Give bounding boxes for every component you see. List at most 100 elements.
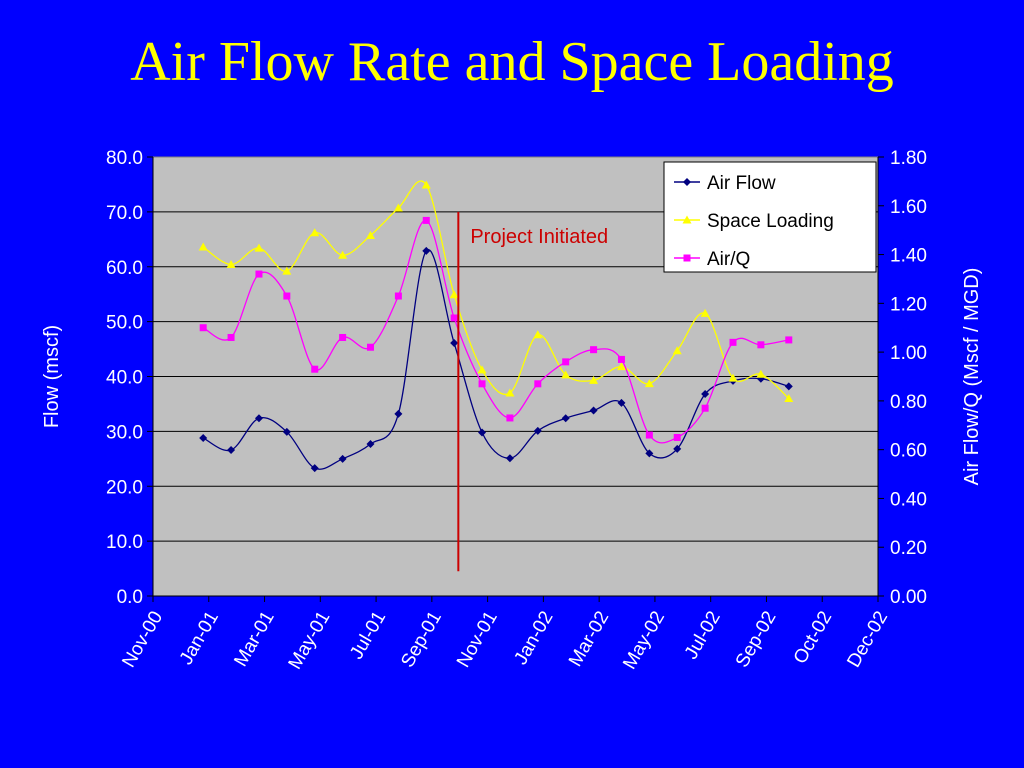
- data-point: [338, 250, 348, 259]
- y-tick-label-left: 50.0: [106, 313, 143, 334]
- y-tick-label-right: 0.20: [890, 538, 927, 559]
- data-point: [199, 433, 208, 442]
- data-point: [421, 180, 431, 189]
- data-point: [700, 308, 710, 317]
- data-point: [254, 414, 263, 423]
- series-2: [199, 216, 793, 444]
- y-tick-label-left: 40.0: [106, 368, 143, 389]
- data-point: [310, 228, 320, 237]
- data-point: [282, 427, 291, 436]
- data-point: [645, 431, 653, 439]
- data-point: [784, 393, 794, 402]
- data-point: [785, 336, 793, 344]
- data-point: [282, 266, 292, 275]
- data-point: [672, 346, 682, 355]
- x-tick-label: May-02: [619, 608, 669, 673]
- data-point: [227, 446, 236, 455]
- data-point: [534, 380, 542, 388]
- x-tick-label: Jan-01: [176, 608, 223, 669]
- legend-label: Air/Q: [707, 249, 750, 270]
- y-tick-label-left: 20.0: [106, 477, 143, 498]
- data-point: [198, 242, 208, 251]
- legend-label: Air Flow: [707, 173, 776, 194]
- legend-marker: [683, 254, 691, 262]
- data-point: [311, 365, 319, 373]
- x-tick-label: May-01: [285, 608, 335, 673]
- data-point: [561, 370, 571, 379]
- y-tick-label-right: 0.00: [890, 587, 927, 608]
- data-point: [644, 379, 654, 388]
- data-point: [506, 414, 514, 422]
- y-tick-label-right: 0.80: [890, 392, 927, 413]
- slide-title: Air Flow Rate and Space Loading: [130, 31, 894, 93]
- data-point: [478, 428, 487, 437]
- data-point: [367, 343, 374, 351]
- y-tick-label-left: 60.0: [106, 258, 143, 279]
- series-1: [198, 180, 794, 402]
- data-point: [199, 324, 207, 332]
- x-tick-label: Jul-02: [681, 608, 725, 663]
- data-point: [589, 406, 598, 415]
- data-point: [394, 409, 403, 418]
- y-tick-label-left: 0.0: [117, 587, 143, 608]
- data-point: [226, 260, 236, 269]
- legend-marker: [683, 178, 691, 186]
- data-point: [422, 216, 430, 224]
- x-tick-label: Dec-02: [843, 608, 892, 672]
- data-point: [477, 365, 487, 374]
- data-point: [505, 388, 515, 397]
- data-point: [701, 404, 709, 412]
- data-point: [533, 330, 543, 339]
- y-tick-label-left: 80.0: [106, 148, 143, 169]
- data-point: [393, 203, 403, 212]
- data-point: [728, 373, 738, 382]
- x-tick-label: Mar-02: [565, 608, 613, 671]
- data-point: [590, 346, 598, 354]
- x-tick-label: Nov-00: [118, 608, 167, 672]
- data-point: [422, 246, 431, 255]
- legend-box: [663, 161, 877, 273]
- data-point: [673, 433, 681, 441]
- data-point: [255, 270, 263, 278]
- x-tick-label: Sep-01: [397, 608, 446, 672]
- y-tick-label-right: 1.00: [890, 343, 927, 364]
- y-tick-label-left: 30.0: [106, 422, 143, 443]
- y-axis-title-left: Flow (mscf): [41, 325, 63, 428]
- data-point: [310, 464, 319, 473]
- y-tick-label-right: 1.20: [890, 294, 927, 315]
- x-tick-label: Jan-02: [510, 608, 557, 669]
- project-initiated-label: Project Initiated: [470, 226, 608, 248]
- y-tick-label-left: 10.0: [106, 532, 143, 553]
- data-point: [561, 414, 570, 423]
- legend: Air Flow Space Loading Air/Q: [663, 161, 877, 273]
- data-point: [673, 444, 682, 453]
- y-tick-label-right: 1.60: [890, 197, 927, 218]
- data-point: [254, 243, 264, 252]
- data-point: [784, 382, 793, 391]
- x-tick-label: Nov-01: [453, 608, 502, 672]
- series-line: [202, 219, 789, 444]
- data-point: [701, 390, 710, 399]
- data-point: [757, 341, 765, 349]
- y-tick-label-left: 70.0: [106, 203, 143, 224]
- data-point: [589, 375, 599, 384]
- data-point: [338, 454, 347, 463]
- data-point: [339, 333, 347, 341]
- legend-marker: [682, 215, 692, 224]
- data-point: [449, 290, 459, 299]
- data-point: [616, 362, 626, 371]
- x-tick-label: Oct-02: [790, 608, 837, 668]
- data-point: [227, 333, 235, 341]
- data-point: [478, 380, 486, 388]
- data-point: [394, 292, 402, 300]
- data-point: [617, 355, 625, 363]
- y-tick-label-right: 0.40: [890, 489, 927, 510]
- data-point: [450, 339, 459, 348]
- data-point: [450, 314, 458, 322]
- series-line: [202, 180, 790, 399]
- y-tick-label-right: 0.60: [890, 441, 927, 462]
- data-point: [366, 230, 375, 239]
- x-tick-label: Mar-01: [230, 608, 278, 671]
- data-point: [617, 398, 626, 407]
